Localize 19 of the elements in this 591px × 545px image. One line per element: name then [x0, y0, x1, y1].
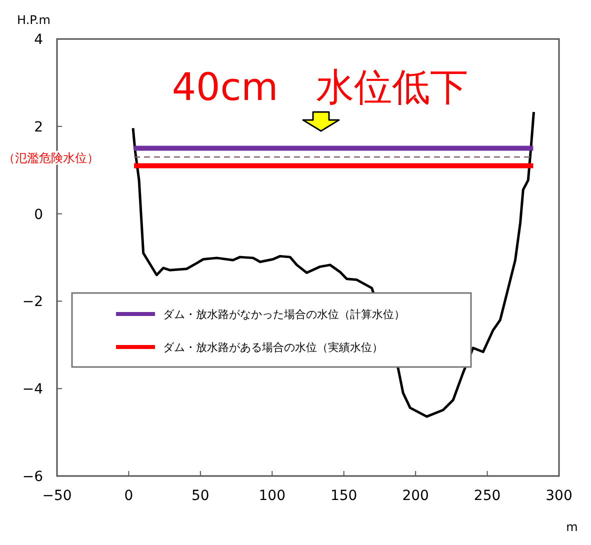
y-tick-label: 4 — [34, 32, 44, 48]
y-tick-label: 2 — [34, 119, 43, 136]
x-tick-label: 200 — [402, 488, 429, 504]
x-tick-label: 150 — [330, 488, 358, 504]
x-tick-label: 300 — [546, 488, 572, 504]
y-axis-title: H.P.m — [17, 13, 50, 27]
y-tick-label: −4 — [22, 382, 44, 398]
x-tick-label: −50 — [42, 488, 72, 504]
x-tick-label: 250 — [474, 488, 501, 504]
x-tick-label: 0 — [124, 488, 134, 504]
y-tick-label: −6 — [22, 469, 44, 485]
y-tick-label: −2 — [22, 294, 43, 310]
x-axis-title: m — [566, 520, 578, 534]
legend-label: ダム・放水路がなかった場合の水位（計算水位） — [163, 308, 405, 321]
text: 40cm 水位低下 — [172, 65, 468, 109]
x-tick-label: 50 — [192, 488, 210, 504]
x-tick-label: 100 — [258, 488, 286, 504]
legend-label: ダム・放水路がある場合の水位（実績水位） — [163, 341, 383, 354]
y-tick-label: 0 — [34, 206, 43, 223]
